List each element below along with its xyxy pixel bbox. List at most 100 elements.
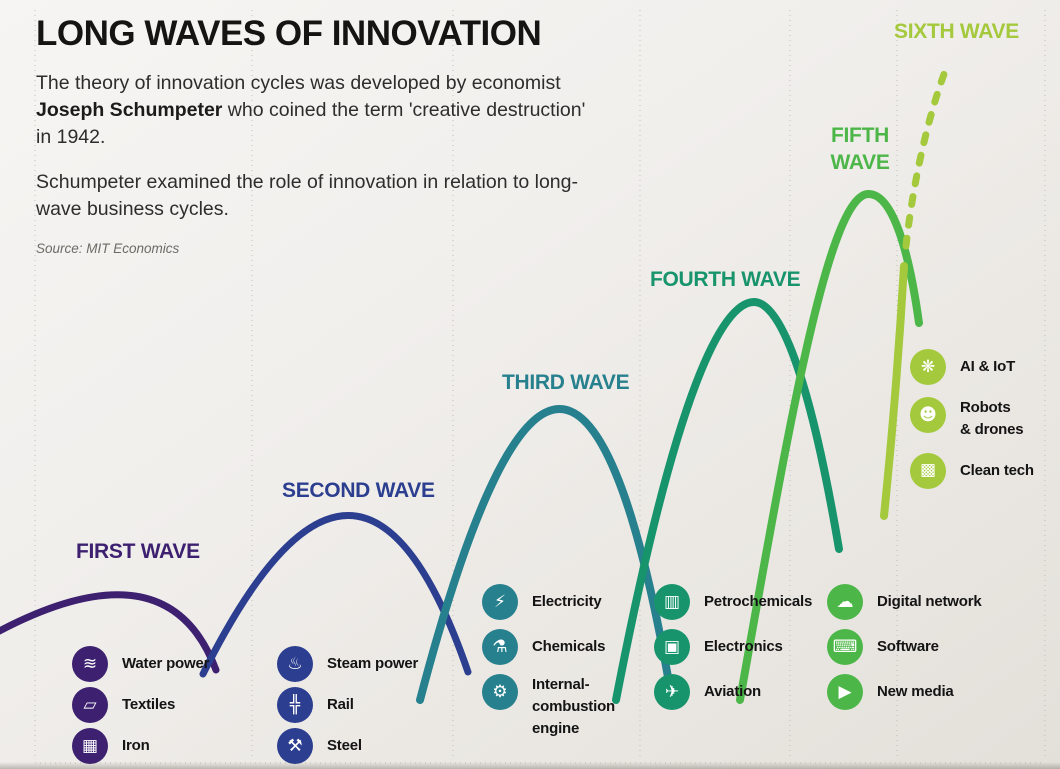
item-label: Electronics: [704, 638, 783, 656]
icon-glyph: ♨: [287, 653, 303, 674]
wave-5-label: FIFTH WAVE: [830, 124, 890, 175]
icon-glyph: ☁: [836, 591, 854, 612]
wave-6-curve-solid: [880, 262, 908, 520]
icon-glyph: ▣: [663, 636, 681, 657]
electronics-icon: ▣: [654, 629, 690, 665]
item-label: Rail: [327, 696, 354, 714]
item-label: Steel: [327, 737, 362, 755]
page-title: LONG WAVES OF INNOVATION: [36, 14, 542, 53]
electricity-icon: ⚡: [482, 584, 518, 620]
wave-1-items: ≋ Water power ▱ Textiles ▦ Iron: [72, 646, 252, 769]
item-label: Iron: [122, 737, 150, 755]
list-item: ≋ Water power: [72, 646, 252, 682]
icon-glyph: ✈: [664, 681, 680, 702]
list-item: ☻ Robots & drones: [910, 397, 1060, 441]
item-label: Software: [877, 638, 939, 656]
software-icon: ⌨: [827, 629, 863, 665]
intro-text-pre: The theory of innovation cycles was deve…: [36, 72, 561, 94]
icon-glyph: ▦: [81, 735, 99, 756]
icon-glyph: ⚗: [492, 636, 508, 657]
second-paragraph: Schumpeter examined the role of innovati…: [36, 170, 578, 220]
wave-4-curve: [612, 297, 843, 704]
robot-icon: ☻: [910, 397, 946, 433]
wave-3-label: THIRD WAVE: [502, 371, 630, 394]
list-item: ⚒ Steel: [277, 728, 467, 764]
item-label: Robots & drones: [960, 399, 1024, 438]
icon-glyph: ▶: [838, 681, 852, 702]
list-item: ⚗ Chemicals: [482, 629, 647, 665]
item-label: New media: [877, 683, 954, 701]
list-item: ▦ Iron: [72, 728, 252, 764]
list-item: ♨ Steam power: [277, 646, 467, 682]
icon-glyph: ▥: [663, 591, 681, 612]
list-item: ✈ Aviation: [654, 674, 854, 710]
icon-glyph: ☻: [919, 404, 937, 425]
list-item: ⚙ Internal- combustion engine: [482, 674, 647, 739]
wave-2-curve: [199, 512, 472, 678]
item-label: Electricity: [532, 593, 602, 611]
wave-3-items: ⚡ Electricity ⚗ Chemicals ⚙ Internal- co…: [482, 584, 647, 748]
icon-glyph: ╬: [289, 694, 301, 715]
item-label: Chemicals: [532, 638, 606, 656]
wave-2-label: SECOND WAVE: [282, 479, 435, 502]
icon-glyph: ▩: [919, 460, 937, 480]
list-item: ▶ New media: [827, 674, 1047, 710]
digital-network-icon: ☁: [827, 584, 863, 620]
wave-4-items: ▥ Petrochemicals ▣ Electronics ✈ Aviatio…: [654, 584, 854, 719]
ai-iot-icon: ❋: [910, 349, 946, 385]
iron-icon: ▦: [72, 728, 108, 764]
item-label: Steam power: [327, 655, 419, 673]
list-item: ▣ Electronics: [654, 629, 854, 665]
list-item: ▩ Clean tech: [910, 452, 1060, 489]
icon-glyph: ▱: [83, 694, 97, 715]
new-media-icon: ▶: [827, 674, 863, 710]
textiles-icon: ▱: [72, 687, 108, 723]
list-item: ☁ Digital network: [827, 584, 1047, 620]
intro-text-post: who coined the term 'creative destructio…: [36, 98, 586, 148]
wave-6-curve-dashed: [902, 62, 951, 250]
header: LONG WAVES OF INNOVATION The theory of i…: [36, 14, 616, 256]
wave-6-items: ❋ AI & IoT ☻ Robots & drones ▩ Clean tec…: [910, 349, 1060, 501]
aviation-icon: ✈: [654, 674, 690, 710]
wave-1-curve: [0, 591, 220, 674]
list-item: ▥ Petrochemicals: [654, 584, 854, 620]
list-item: ❋ AI & IoT: [910, 349, 1060, 385]
list-item: ⌨ Software: [827, 629, 1047, 665]
icon-glyph: ❋: [920, 356, 936, 377]
author-name: Joseph Schumpeter: [36, 98, 223, 121]
item-label: Petrochemicals: [704, 593, 813, 611]
water-power-icon: ≋: [72, 646, 108, 682]
item-label: Water power: [122, 655, 210, 673]
list-item: ╬ Rail: [277, 687, 467, 723]
source-credit: Source: MIT Economics: [36, 240, 180, 256]
steam-power-icon: ♨: [277, 646, 313, 682]
icon-glyph: ⚡: [494, 591, 506, 612]
icon-glyph: ≋: [82, 653, 98, 674]
item-label: AI & IoT: [960, 358, 1016, 376]
wave-2-items: ♨ Steam power ╬ Rail ⚒ Steel: [277, 646, 467, 769]
steel-icon: ⚒: [277, 728, 313, 764]
item-label: Internal- combustion engine: [532, 676, 615, 737]
item-label: Clean tech: [960, 461, 1034, 479]
intro-paragraph: The theory of innovation cycles was deve…: [36, 70, 591, 151]
list-item: ⚡ Electricity: [482, 584, 647, 620]
wave-1-label: FIRST WAVE: [76, 540, 200, 563]
rail-icon: ╬: [277, 687, 313, 723]
wave-5-items: ☁ Digital network ⌨ Software ▶ New media: [827, 584, 1047, 719]
chemicals-icon: ⚗: [482, 629, 518, 665]
clean-tech-icon: ▩: [910, 452, 946, 489]
wave-6-label: SIXTH WAVE: [894, 20, 1019, 43]
icon-glyph: ⌨: [832, 636, 858, 657]
wave-4-label: FOURTH WAVE: [650, 268, 801, 291]
petrochemicals-icon: ▥: [654, 584, 690, 620]
engine-icon: ⚙: [482, 674, 518, 710]
icon-glyph: ⚙: [492, 681, 508, 702]
item-label: Textiles: [122, 696, 176, 714]
grid-dividers: [34, 10, 1046, 764]
icon-glyph: ⚒: [287, 735, 303, 756]
item-label: Digital network: [877, 593, 982, 611]
list-item: ▱ Textiles: [72, 687, 252, 723]
wave-5-curve: [736, 189, 923, 704]
